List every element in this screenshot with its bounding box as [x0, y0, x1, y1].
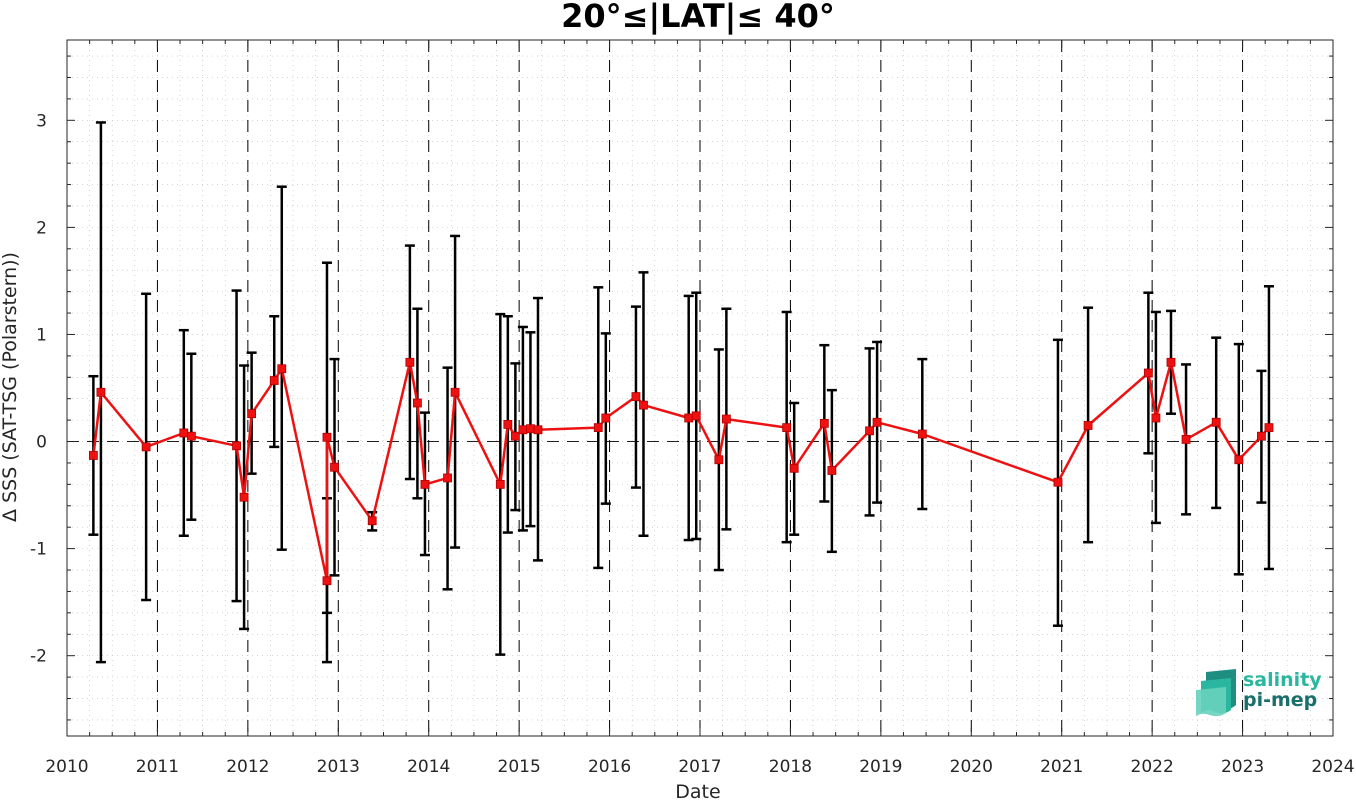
data-point: [593, 423, 603, 433]
x-tick-label: 2019: [859, 757, 902, 777]
data-point: [1083, 421, 1093, 430]
data-point: [691, 411, 701, 421]
data-point: [503, 420, 513, 429]
data-point: [789, 463, 799, 473]
waves-icon: [1196, 669, 1236, 717]
data-point: [827, 466, 837, 475]
data-point: [601, 413, 611, 423]
data-point: [518, 425, 528, 435]
data-point: [239, 492, 249, 502]
data-point: [533, 425, 543, 435]
y-tick-label: 1: [36, 325, 47, 345]
data-point: [413, 398, 422, 408]
logo-text-pi-mep: pi-mep: [1243, 689, 1317, 711]
y-tick-label: 3: [36, 111, 47, 131]
data-point: [269, 376, 279, 385]
data-point: [1181, 434, 1191, 444]
series-markers: [88, 357, 1274, 586]
data-point: [1211, 417, 1221, 427]
x-tick-labels: 2010 2011 2012 2013 2014 2015 2016 2017 2018 2019…: [45, 757, 1354, 777]
x-tick-label: 2015: [498, 757, 541, 777]
data-point: [526, 424, 535, 434]
x-axis-label: Date: [675, 781, 720, 801]
data-point: [714, 455, 724, 465]
data-point: [1234, 455, 1244, 465]
data-point: [1264, 423, 1274, 433]
data-point: [1151, 413, 1161, 423]
data-point: [1166, 357, 1176, 367]
data-point: [247, 409, 257, 419]
data-point: [872, 417, 882, 427]
x-tick-label: 2018: [769, 757, 812, 777]
data-point: [510, 431, 520, 441]
x-tick-label: 2013: [317, 757, 360, 777]
data-point: [322, 432, 332, 442]
data-point: [495, 479, 505, 489]
data-point: [367, 516, 377, 526]
data-point: [186, 431, 196, 441]
x-tick-label: 2021: [1040, 757, 1083, 777]
logo-text-salinity: salinity: [1243, 669, 1322, 691]
x-tick-label: 2016: [588, 757, 631, 777]
data-point: [405, 357, 415, 367]
grid: [66, 40, 1334, 736]
data-point: [684, 413, 694, 423]
x-tick-label: 2014: [407, 757, 450, 777]
data-point: [322, 576, 332, 586]
data-point: [179, 428, 189, 438]
x-tick-label: 2011: [136, 757, 179, 777]
x-tick-label: 2017: [678, 757, 721, 777]
chart-title: 20°≤|LAT|≤ 40°: [561, 0, 835, 36]
x-tick-label: 2020: [950, 757, 993, 777]
data-point: [631, 392, 641, 401]
data-point: [88, 451, 98, 460]
y-tick-label: -2: [30, 647, 47, 667]
y-tick-label: 2: [36, 218, 47, 238]
data-point: [232, 441, 241, 451]
y-tick-label: 0: [36, 433, 47, 453]
data-point: [277, 364, 287, 374]
y-tick-label: -1: [30, 540, 47, 560]
data-point: [639, 400, 648, 410]
x-tick-label: 2012: [226, 757, 269, 777]
data-point: [917, 429, 927, 439]
salinity-pi-mep-logo: salinity pi-mep: [1196, 669, 1322, 717]
data-point: [330, 462, 339, 472]
data-point: [450, 387, 460, 397]
data-point: [865, 426, 874, 436]
y-tick-labels: -2 -1 0 1 2 3: [30, 111, 47, 666]
x-tick-label: 2022: [1131, 757, 1174, 777]
data-point: [1257, 431, 1266, 441]
data-point: [1053, 477, 1063, 487]
year-dividers: [156, 40, 1244, 736]
data-point: [819, 418, 829, 428]
data-point: [141, 442, 151, 452]
data-point: [1143, 368, 1153, 378]
data-point: [721, 414, 731, 424]
data-point: [96, 387, 106, 397]
x-tick-label: 2023: [1221, 757, 1264, 777]
data-point: [420, 479, 430, 489]
data-point: [443, 473, 452, 483]
x-tick-label: 2010: [45, 757, 88, 777]
y-axis-label: Δ SSS (SAT-TSG (Polarstern)): [0, 252, 21, 522]
axis-ticks: [66, 40, 1334, 736]
x-tick-label: 2024: [1311, 757, 1354, 777]
data-point: [782, 423, 792, 433]
